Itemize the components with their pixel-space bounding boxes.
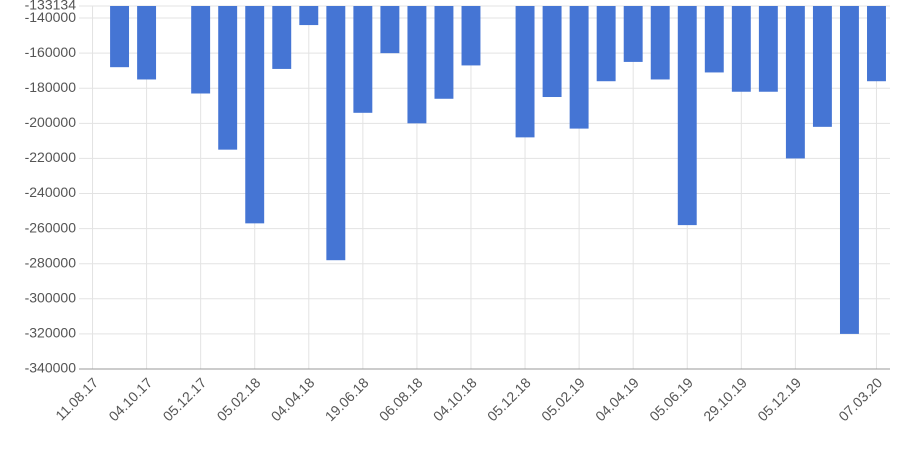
bar xyxy=(569,6,589,129)
bar xyxy=(839,6,859,334)
bar xyxy=(353,6,373,113)
x-tick-label: 05.02.18 xyxy=(214,374,264,424)
bar xyxy=(867,6,886,82)
y-tick-label: -180000 xyxy=(25,79,77,95)
bar xyxy=(218,6,238,150)
y-tick-label: -140000 xyxy=(25,9,77,25)
bar xyxy=(731,6,751,92)
bar xyxy=(623,6,643,62)
y-tick-label: -133134 xyxy=(25,0,77,13)
bar xyxy=(596,6,616,82)
bar xyxy=(542,6,562,98)
x-tick-label: 04.04.18 xyxy=(268,374,318,424)
bar xyxy=(272,6,292,69)
x-tick-label: 19.06.18 xyxy=(322,374,372,424)
x-tick-label: 29.10.19 xyxy=(700,374,750,424)
bar xyxy=(650,6,670,80)
y-tick-label: -240000 xyxy=(25,184,77,200)
bar xyxy=(812,6,832,127)
x-tick-label: 06.08.18 xyxy=(376,374,426,424)
x-tick-label: 07.03.20 xyxy=(835,374,885,424)
bar xyxy=(137,6,157,80)
bar xyxy=(461,6,481,66)
bar xyxy=(191,6,211,94)
y-tick-label: -160000 xyxy=(25,44,77,60)
y-tick-label: -280000 xyxy=(25,254,77,270)
x-tick-label: 05.12.18 xyxy=(484,374,534,424)
bar xyxy=(704,6,724,73)
y-tick-label: -200000 xyxy=(25,114,77,130)
bar xyxy=(785,6,805,159)
bar xyxy=(380,6,400,54)
y-tick-label: -220000 xyxy=(25,149,77,165)
bar xyxy=(110,6,130,68)
y-tick-label: -340000 xyxy=(25,360,77,376)
bar xyxy=(758,6,778,92)
x-tick-label: 05.12.19 xyxy=(754,374,804,424)
x-tick-label: 05.12.17 xyxy=(160,374,210,424)
bar xyxy=(677,6,697,226)
y-tick-label: -300000 xyxy=(25,290,77,306)
bar xyxy=(434,6,454,99)
x-tick-label: 05.06.19 xyxy=(646,374,696,424)
x-tick-label: 05.02.19 xyxy=(538,374,588,424)
bar xyxy=(407,6,427,124)
y-tick-label: -260000 xyxy=(25,219,77,235)
bar xyxy=(299,6,319,26)
x-tick-label: 04.10.17 xyxy=(105,374,155,424)
x-tick-label: 04.04.19 xyxy=(592,374,642,424)
bar xyxy=(326,6,346,261)
bar xyxy=(515,6,535,138)
x-tick-label: 11.08.17 xyxy=(52,374,101,423)
x-tick-label: 04.10.18 xyxy=(430,374,480,424)
bar xyxy=(245,6,265,224)
y-tick-label: -320000 xyxy=(25,325,77,341)
